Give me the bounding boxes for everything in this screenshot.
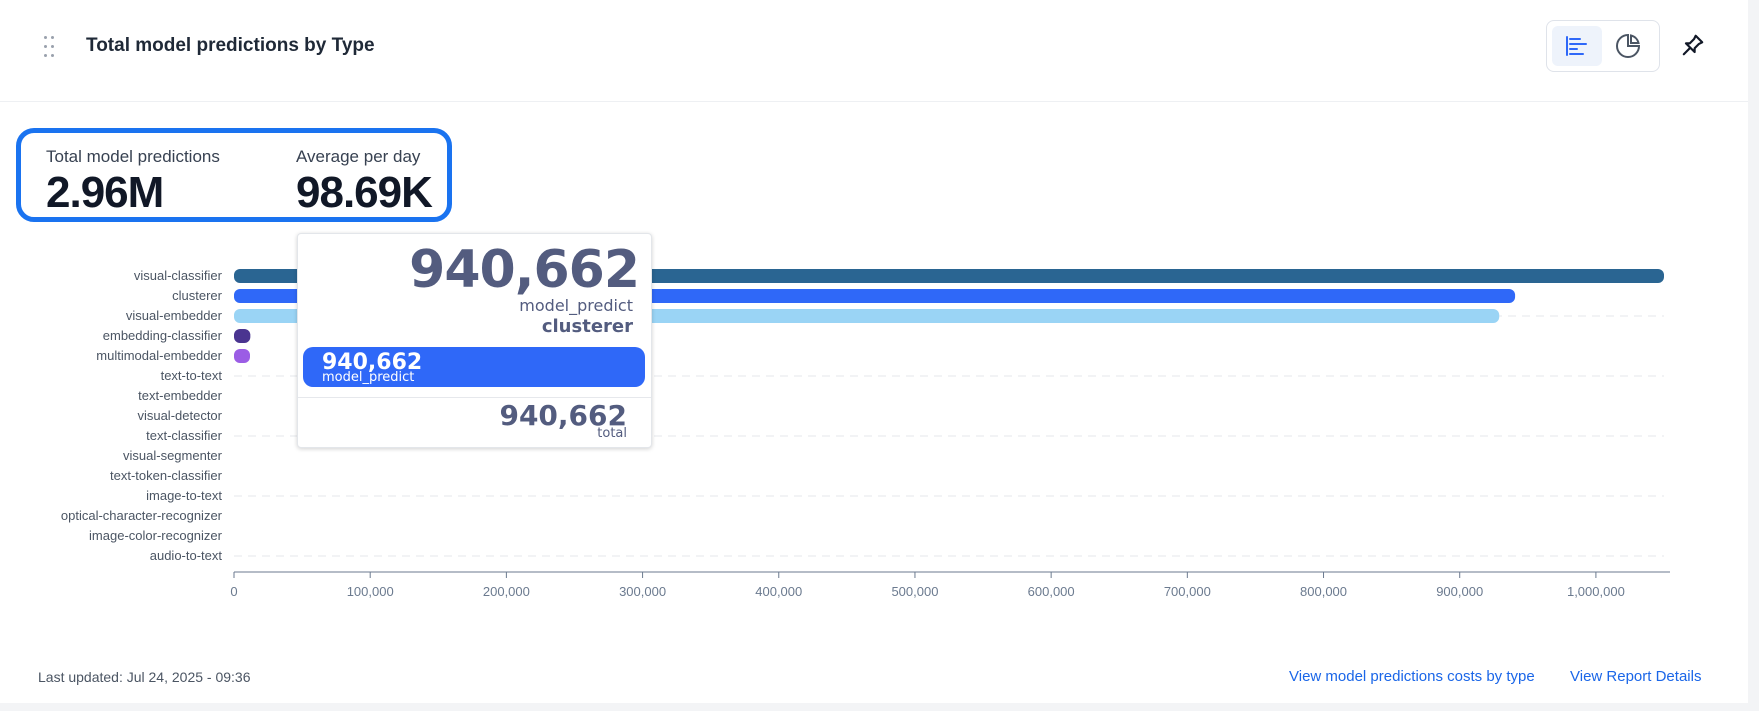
chart-type-toggle: [1546, 20, 1660, 72]
stat-average: Average per day 98.69K: [296, 147, 433, 219]
category-label: embedding-classifier: [103, 328, 223, 343]
tooltip-pill-value: 940,662: [322, 350, 423, 375]
category-label: visual-segmenter: [123, 448, 223, 463]
category-label: optical-character-recognizer: [61, 508, 223, 523]
card-title: Total model predictions by Type: [86, 35, 375, 56]
view-report-details-link[interactable]: View Report Details: [1570, 668, 1702, 685]
pin-icon: [1682, 34, 1704, 56]
view-costs-link[interactable]: View model predictions costs by type: [1289, 668, 1535, 685]
category-label: visual-embedder: [126, 308, 223, 323]
stat-total: Total model predictions 2.96M: [46, 147, 220, 219]
last-updated-text: Last updated: Jul 24, 2025 - 09:36: [38, 669, 251, 685]
category-label: image-color-recognizer: [89, 528, 223, 543]
tooltip-category: clusterer: [541, 316, 633, 337]
x-tick-label: 0: [230, 584, 237, 599]
bar: [234, 329, 251, 343]
stat-average-label: Average per day: [296, 147, 421, 166]
x-tick-label: 500,000: [891, 584, 938, 599]
x-tick-label: 200,000: [483, 584, 530, 599]
tooltip-value: 940,662: [409, 240, 640, 300]
drag-handle-icon[interactable]: [44, 36, 58, 58]
category-label: text-token-classifier: [110, 468, 223, 483]
x-tick-label: 100,000: [347, 584, 394, 599]
tooltip-total-value: 940,662: [499, 399, 627, 432]
x-tick-label: 900,000: [1436, 584, 1483, 599]
x-tick-label: 300,000: [619, 584, 666, 599]
bar-chart-icon: [1566, 36, 1587, 56]
x-tick-label: 700,000: [1164, 584, 1211, 599]
category-label: visual-detector: [137, 408, 222, 423]
x-tick-label: 1,000,000: [1567, 584, 1625, 599]
card-header: Total model predictions by Type: [0, 0, 1748, 102]
tooltip-series-pill: 940,662 model_predict: [303, 347, 645, 387]
stat-total-label: Total model predictions: [46, 147, 220, 166]
bar-chart-toggle-button[interactable]: [1552, 26, 1602, 66]
stat-average-value: 98.69K: [296, 168, 433, 217]
bar-chart: visual-classifier clusterer visual-embedde…: [61, 268, 1670, 599]
chart-tooltip: 940,662 model_predict clusterer 940,662 …: [297, 233, 652, 448]
category-label: text-classifier: [146, 428, 223, 443]
x-tick-label: 800,000: [1300, 584, 1347, 599]
tooltip-series-name: model_predict: [519, 296, 633, 315]
pie-chart-toggle-button[interactable]: [1603, 26, 1653, 66]
stats-summary: Total model predictions 2.96M Average pe…: [16, 128, 452, 222]
category-label: text-embedder: [138, 388, 222, 403]
x-tick-label: 400,000: [755, 584, 802, 599]
category-label: clusterer: [172, 288, 223, 303]
category-label: image-to-text: [146, 488, 222, 503]
category-label: audio-to-text: [150, 548, 223, 563]
tooltip-pill-series: model_predict: [322, 370, 415, 385]
category-label: visual-classifier: [134, 268, 223, 283]
category-label: text-to-text: [161, 368, 223, 383]
x-tick-label: 600,000: [1028, 584, 1075, 599]
tooltip-total-label: total: [597, 426, 627, 441]
tooltip-divider: [298, 397, 651, 398]
bar: [234, 349, 250, 363]
pie-chart-icon: [1616, 33, 1641, 58]
stat-total-value: 2.96M: [46, 168, 164, 217]
pin-button[interactable]: [1678, 30, 1708, 60]
category-label: multimodal-embedder: [96, 348, 222, 363]
